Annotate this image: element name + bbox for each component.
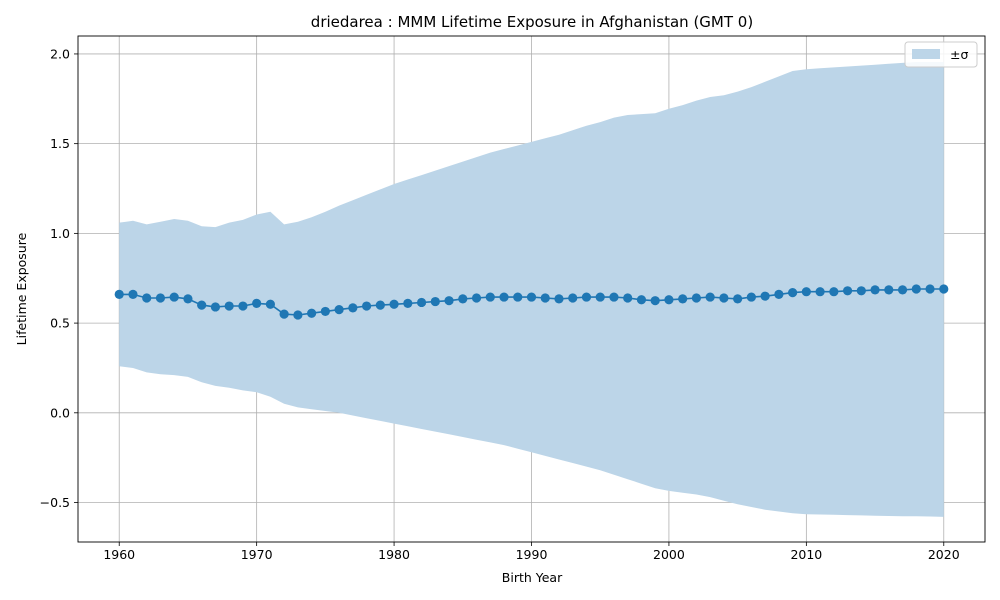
mean-point xyxy=(650,296,660,306)
legend-label: ±σ xyxy=(950,47,968,62)
mean-point xyxy=(609,292,619,302)
mean-point xyxy=(334,305,344,315)
mean-point xyxy=(801,287,811,297)
mean-point xyxy=(389,299,399,309)
mean-point xyxy=(169,292,179,302)
mean-point xyxy=(595,292,605,302)
mean-point xyxy=(224,301,234,311)
x-tick-label: 2000 xyxy=(653,547,685,562)
mean-point xyxy=(925,284,935,294)
std-band-layer xyxy=(119,62,944,517)
mean-point xyxy=(774,289,784,299)
y-tick-label: 2.0 xyxy=(50,46,70,61)
mean-point xyxy=(471,293,482,303)
mean-point xyxy=(568,293,578,303)
mean-point xyxy=(939,284,949,294)
mean-point xyxy=(499,292,509,302)
mean-point xyxy=(733,294,743,304)
mean-point xyxy=(252,298,262,308)
mean-point xyxy=(293,310,303,320)
mean-point xyxy=(128,289,138,299)
x-tick-label: 1960 xyxy=(103,547,135,562)
mean-point xyxy=(815,287,825,297)
mean-point xyxy=(210,302,221,312)
mean-point xyxy=(403,298,413,308)
mean-point xyxy=(870,285,880,295)
mean-point xyxy=(554,294,564,304)
mean-point xyxy=(664,295,674,305)
x-tick-label: 2020 xyxy=(928,547,960,562)
mean-point xyxy=(265,299,275,309)
mean-point xyxy=(361,301,372,311)
x-tick-label: 1990 xyxy=(516,547,548,562)
legend-swatch xyxy=(912,49,940,59)
mean-point xyxy=(746,292,756,302)
mean-point xyxy=(279,309,289,319)
chart-title: driedarea : MMM Lifetime Exposure in Afg… xyxy=(311,13,753,31)
mean-point xyxy=(691,293,702,303)
mean-point xyxy=(842,286,853,296)
mean-point xyxy=(760,291,770,301)
mean-point xyxy=(155,293,166,303)
mean-point xyxy=(320,306,330,317)
mean-point xyxy=(458,294,468,304)
mean-point xyxy=(444,296,454,306)
y-axis-label: Lifetime Exposure xyxy=(14,232,29,345)
mean-point xyxy=(430,296,440,307)
mean-point xyxy=(705,292,715,302)
y-tick-label: −0.5 xyxy=(40,495,70,510)
x-tick-label: 1980 xyxy=(378,547,410,562)
x-ticks: 1960 1970 1980 1990 2000 2010 2020 xyxy=(103,542,960,562)
legend: ±σ xyxy=(904,41,978,68)
legend-box xyxy=(904,41,978,68)
mean-point xyxy=(416,297,427,308)
y-tick-label: 1.5 xyxy=(50,136,70,151)
mean-point xyxy=(884,285,894,295)
mean-point xyxy=(114,289,124,299)
mean-point xyxy=(623,293,633,303)
mean-point xyxy=(911,284,921,294)
y-tick-label: 1.0 xyxy=(50,226,70,241)
mean-point xyxy=(307,308,317,318)
mean-point xyxy=(375,300,385,310)
mean-point xyxy=(829,287,839,297)
mean-point xyxy=(197,300,207,310)
mean-point xyxy=(540,293,550,303)
mean-series-layer xyxy=(114,284,949,320)
y-tick-label: 0.0 xyxy=(50,405,70,420)
y-tick-label: 0.5 xyxy=(50,316,70,331)
y-ticks: −0.5 0.0 0.5 1.0 1.5 2.0 xyxy=(40,46,78,510)
x-axis-label: Birth Year xyxy=(502,570,563,585)
std-band xyxy=(119,62,944,517)
mean-point xyxy=(856,286,866,296)
mean-point xyxy=(636,295,647,305)
mean-point xyxy=(348,303,358,313)
mean-point xyxy=(897,285,908,295)
mean-point xyxy=(142,293,152,303)
mean-point xyxy=(513,292,523,302)
mean-point xyxy=(526,292,537,302)
mean-point xyxy=(678,294,688,304)
mean-point xyxy=(183,294,193,304)
mean-point xyxy=(788,287,798,298)
mean-point xyxy=(238,301,248,311)
mean-point xyxy=(581,292,592,302)
x-tick-label: 1970 xyxy=(241,547,273,562)
mean-point xyxy=(485,292,495,302)
mean-point xyxy=(719,293,729,303)
x-tick-label: 2010 xyxy=(790,547,822,562)
